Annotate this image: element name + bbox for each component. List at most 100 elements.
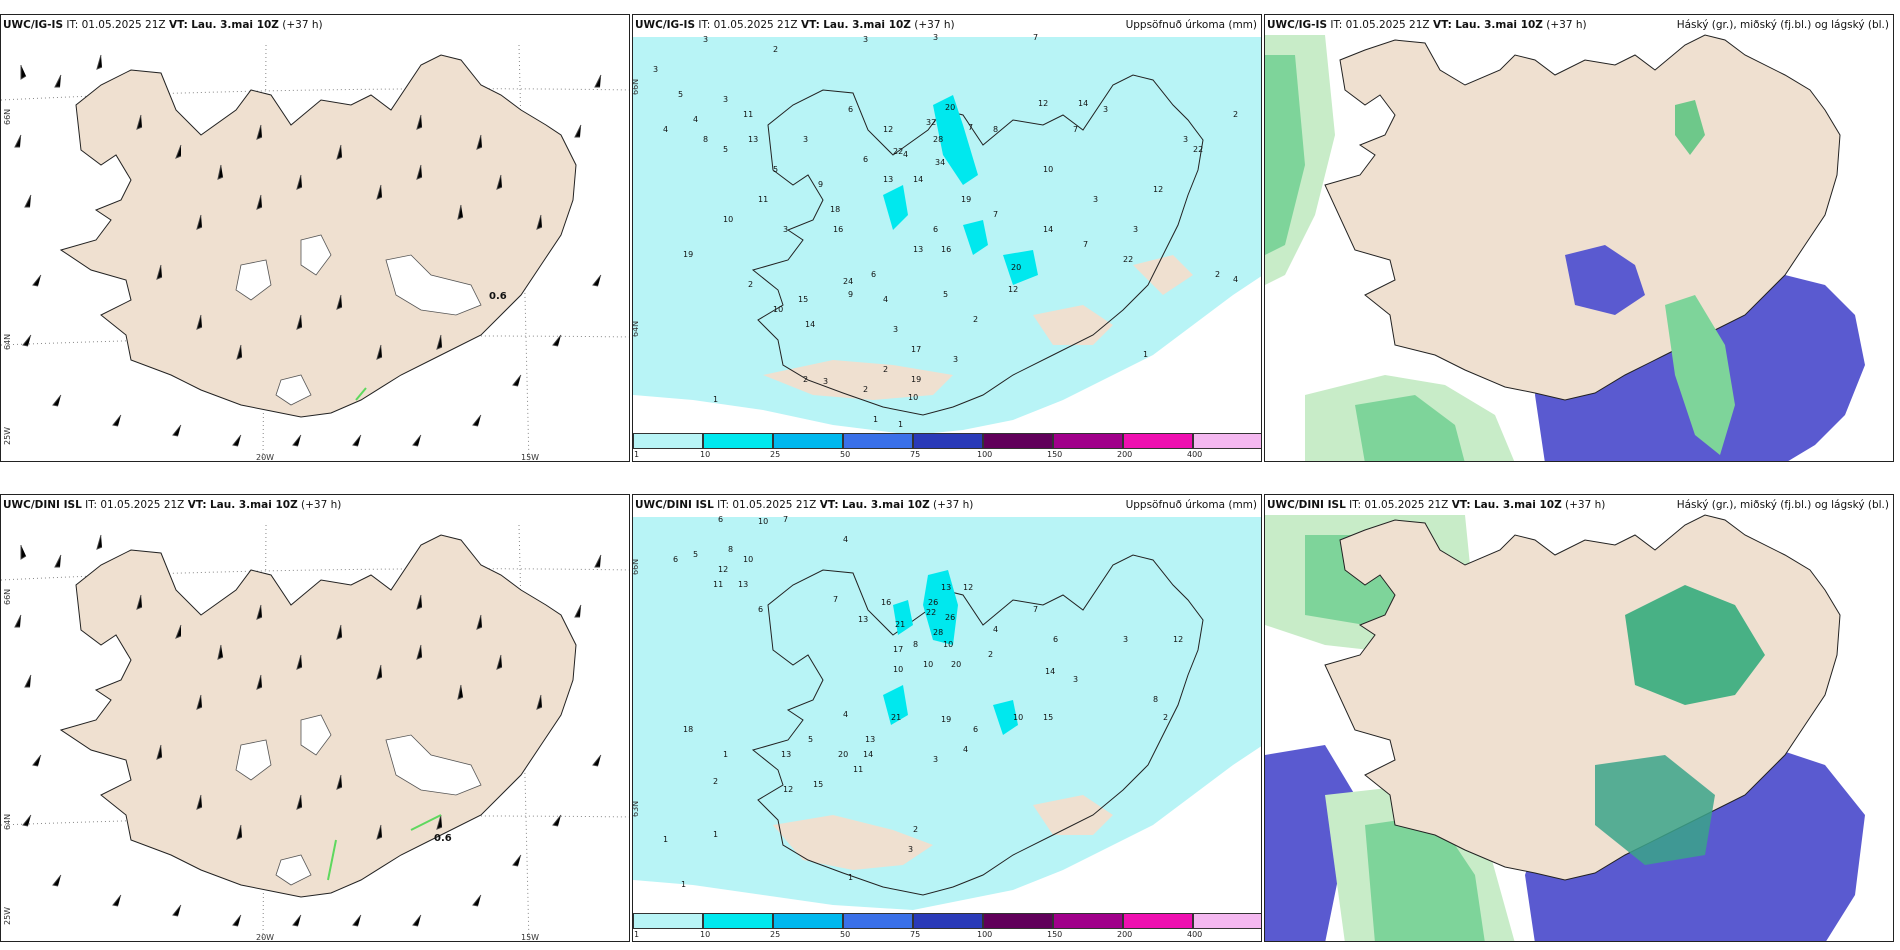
precip-value: 12 xyxy=(718,565,729,574)
precip-value: 18 xyxy=(830,205,841,214)
precip-value: 17 xyxy=(893,645,904,654)
precip-value: 3 xyxy=(783,225,789,234)
precip-value: 3 xyxy=(933,755,939,764)
precip-value: 13 xyxy=(883,175,894,184)
precip-value: 16 xyxy=(941,245,952,254)
precip-value: 3 xyxy=(1103,105,1109,114)
precip-value: 2 xyxy=(713,777,719,786)
precip-value: 5 xyxy=(773,165,779,174)
iceland-outline xyxy=(751,554,1204,896)
precip-value: 12 xyxy=(783,785,794,794)
precip-value: 10 xyxy=(893,665,904,674)
precip-value: 7 xyxy=(783,515,789,524)
panel-title-right: Háský (gr.), miðský (fj.bl.) og lágský (… xyxy=(1676,19,1889,31)
precip-value: 5 xyxy=(693,550,699,559)
precip-value: 4 xyxy=(693,115,699,124)
colorbar-swatch xyxy=(773,913,843,929)
colorbar-swatch xyxy=(633,433,703,449)
colorbar-swatch xyxy=(1123,913,1193,929)
precip-value: 20 xyxy=(945,103,956,112)
precip-value: 9 xyxy=(848,290,854,299)
precip-value: 1 xyxy=(723,750,729,759)
colorbar-tick: 1 xyxy=(634,930,640,939)
panel-header: UWC/IG-IS IT: 01.05.2025 21Z VT: Lau. 3.… xyxy=(1267,19,1587,31)
precip-value: 7 xyxy=(1083,240,1089,249)
precip-value: 1 xyxy=(713,395,719,404)
precip-value: 21 xyxy=(895,620,906,629)
precip-value: 20 xyxy=(838,750,849,759)
precip-value: 1 xyxy=(663,835,669,844)
panel-bot-precip: UWC/DINI ISL IT: 01.05.2025 21Z VT: Lau.… xyxy=(632,494,1262,942)
colorbar-tick: 10 xyxy=(700,450,711,459)
colorbar-swatch xyxy=(1193,913,1261,929)
precip-value: 15 xyxy=(813,780,824,789)
precip-value: 10 xyxy=(1013,713,1024,722)
precip-value: 10 xyxy=(908,393,919,402)
precip-value: 11 xyxy=(713,580,724,589)
precip-value: 10 xyxy=(773,305,784,314)
precip-value: 14 xyxy=(913,175,924,184)
colorbar-swatch xyxy=(1053,433,1123,449)
precip-value: 4 xyxy=(903,150,909,159)
panel-top-cloud: UWC/IG-IS IT: 01.05.2025 21Z VT: Lau. 3.… xyxy=(1264,14,1894,462)
precip-value: 2 xyxy=(1233,110,1239,119)
colorbar-swatch xyxy=(983,913,1053,929)
precip-value: 34 xyxy=(935,158,946,167)
precip-value: 14 xyxy=(1078,99,1089,108)
precip-value: 28 xyxy=(933,628,944,637)
precip-value: 7 xyxy=(1033,605,1039,614)
lat-label-64: 64N xyxy=(3,333,12,350)
precip-value: 4 xyxy=(843,535,849,544)
precip-value: 10 xyxy=(923,660,934,669)
precip-value: 7 xyxy=(993,210,999,219)
precip-value: 22 xyxy=(1123,255,1134,264)
precip-value: 1 xyxy=(848,873,854,882)
panel-header: UWC/IG-IS IT: 01.05.2025 21Z VT: Lau. 3.… xyxy=(635,19,955,31)
precip-value: 22 xyxy=(1193,145,1204,154)
precip-value: 7 xyxy=(833,595,839,604)
precip-map xyxy=(633,517,1261,910)
wind-barbs xyxy=(14,54,602,447)
lat-label-66: 66N xyxy=(3,108,12,125)
precip-value: 24 xyxy=(843,277,854,286)
precip-value: 22 xyxy=(893,147,904,156)
precip-value: 18 xyxy=(683,725,694,734)
lat-label-64: 64N xyxy=(3,813,12,830)
precip-value: 4 xyxy=(843,710,849,719)
colorbar-swatch xyxy=(773,433,843,449)
precip-value: 3 xyxy=(933,33,939,42)
precip-value: 6 xyxy=(718,515,724,524)
precip-value: 16 xyxy=(881,598,892,607)
colorbar-tick: 75 xyxy=(910,450,921,459)
colorbar-swatch xyxy=(1193,433,1261,449)
precip-value: 2 xyxy=(988,650,994,659)
iceland-land xyxy=(1324,34,1841,401)
precip-value: 10 xyxy=(743,555,754,564)
colorbar-tick: 50 xyxy=(840,450,851,459)
precip-value: 2 xyxy=(863,385,869,394)
precip-field xyxy=(633,37,1261,435)
lat-label-66: 66N xyxy=(632,558,640,575)
precip-value: 10 xyxy=(723,215,734,224)
precip-value: 2 xyxy=(803,375,809,384)
precip-value: 1 xyxy=(1143,350,1149,359)
precip-value: 15 xyxy=(1043,713,1054,722)
precip-value: 1 xyxy=(713,830,719,839)
precip-value: 3 xyxy=(1073,675,1079,684)
glaciers xyxy=(235,714,482,886)
colorbar: 1 10 25 50 75 100 150 200 400 xyxy=(633,913,1261,941)
colorbar-swatch xyxy=(843,913,913,929)
colorbar-swatch xyxy=(1053,913,1123,929)
precip-value: 3 xyxy=(1123,635,1129,644)
precip-value: 14 xyxy=(863,750,874,759)
precip-value: 20 xyxy=(1011,263,1022,272)
precip-value: 6 xyxy=(973,725,979,734)
colorbar-tick: 400 xyxy=(1187,930,1203,939)
precip-value: 6 xyxy=(863,155,869,164)
precip-value: 3 xyxy=(908,845,914,854)
colorbar-tick: 50 xyxy=(840,930,851,939)
precip-value: 7 xyxy=(1033,33,1039,42)
precip-value: 4 xyxy=(883,295,889,304)
precip-value: 3 xyxy=(1093,195,1099,204)
precip-value: 5 xyxy=(943,290,949,299)
